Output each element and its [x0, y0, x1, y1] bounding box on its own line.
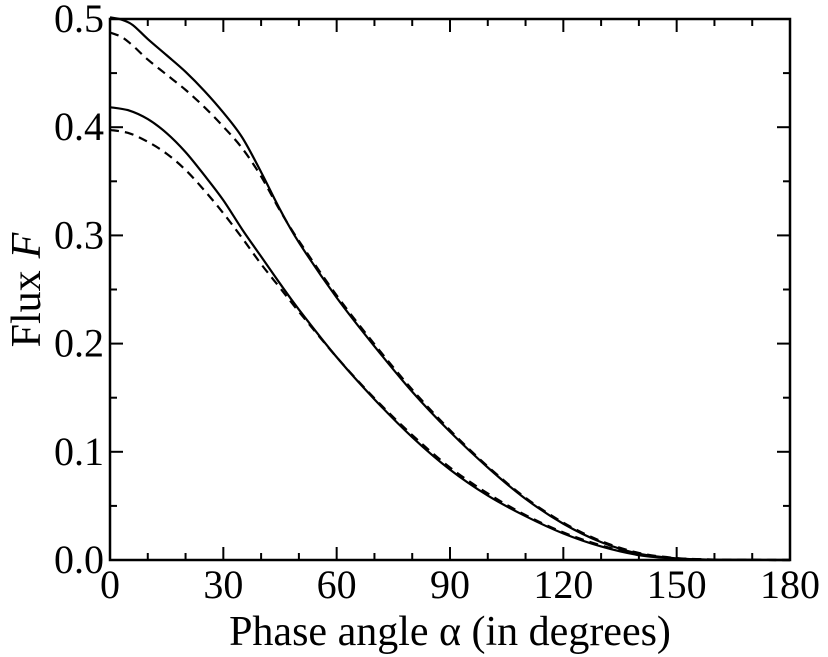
series-line-2-dashed: [109, 31, 791, 562]
y-tick-label: 0.2: [54, 321, 104, 366]
x-tick-label: 90: [430, 562, 470, 607]
y-axis-title: Flux F: [4, 232, 50, 347]
x-tick-label: 150: [647, 562, 707, 607]
x-axis-title: Phase angle α (in degrees): [229, 609, 671, 655]
x-tick-label: 120: [533, 562, 593, 607]
x-tick-label: 0: [100, 562, 120, 607]
y-axis-title-text: Flux: [4, 270, 50, 347]
y-tick-label: 0.0: [54, 537, 104, 582]
label-layer: 0 30 60 90 120 150 180 0.0 0.1 0.2 0.3 0.4 0.5: [54, 0, 820, 607]
series-line-1-solid: [109, 16, 791, 562]
y-tick-label: 0.5: [54, 0, 104, 41]
plot-frame: [108, 17, 792, 562]
series-line-3-solid: [109, 106, 791, 562]
y-axis-title-symbol: F: [4, 232, 50, 259]
y-tick-label: 0.1: [54, 429, 104, 474]
series-layer: [109, 16, 791, 562]
x-tick-label: 180: [760, 562, 820, 607]
x-tick-label: 30: [203, 562, 243, 607]
y-tick-label: 0.4: [54, 104, 104, 149]
y-tick-label: 0.3: [54, 212, 104, 257]
x-tick-label: 60: [317, 562, 357, 607]
series-line-4-dashed: [109, 128, 791, 562]
